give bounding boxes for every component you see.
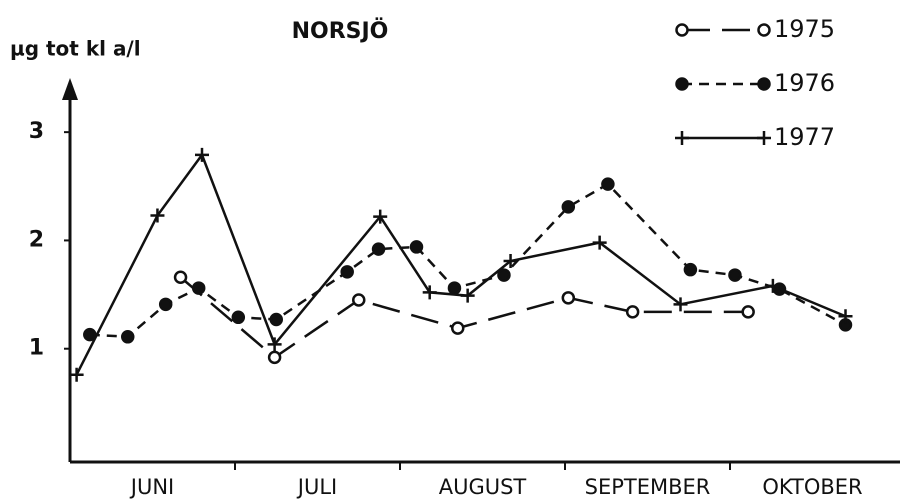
marker <box>838 309 853 324</box>
marker <box>592 235 607 250</box>
marker <box>340 265 354 279</box>
series-line <box>75 152 846 376</box>
marker <box>675 23 689 37</box>
marker <box>625 305 640 319</box>
legend-label: 1975 <box>774 15 835 43</box>
marker <box>173 270 188 284</box>
marker <box>447 281 462 295</box>
marker <box>673 297 688 312</box>
x-tick-label: AUGUST <box>439 475 527 499</box>
marker <box>267 337 282 352</box>
marker <box>422 285 437 300</box>
y-axis-label: µg tot kl a/l <box>10 37 141 61</box>
marker <box>83 327 97 342</box>
marker <box>683 262 698 277</box>
chart-title: NORSJÖ <box>292 18 389 44</box>
marker <box>503 254 518 269</box>
marker <box>460 288 475 303</box>
marker <box>757 23 771 37</box>
series-line <box>89 182 847 339</box>
marker <box>121 330 135 344</box>
marker <box>601 177 615 191</box>
marker <box>409 240 424 254</box>
marker <box>69 367 84 382</box>
marker <box>675 131 689 145</box>
marker <box>158 297 173 312</box>
y-tick-label: 1 <box>29 336 44 361</box>
marker <box>757 77 771 91</box>
marker <box>373 209 388 224</box>
x-tick-label: JUNI <box>129 475 174 499</box>
marker <box>765 278 780 293</box>
marker <box>231 310 246 325</box>
y-tick-label: 2 <box>29 227 44 252</box>
y-tick-label: 3 <box>29 119 44 144</box>
marker <box>352 293 366 307</box>
legend-label: 1976 <box>774 69 835 97</box>
marker <box>269 312 283 327</box>
marker <box>191 281 206 295</box>
marker <box>195 147 209 162</box>
marker <box>757 131 771 145</box>
marker <box>451 321 465 335</box>
legend-label: 1977 <box>774 123 835 151</box>
x-tick-label: SEPTEMBER <box>585 475 711 499</box>
x-tick-label: OKTOBER <box>762 475 862 499</box>
x-tick-label: JULI <box>296 475 337 499</box>
marker <box>561 200 576 214</box>
marker <box>561 291 576 305</box>
marker <box>497 268 511 282</box>
marker <box>150 208 165 223</box>
marker <box>267 350 282 365</box>
marker <box>741 305 755 319</box>
marker <box>371 242 386 256</box>
y-axis-arrow <box>62 78 78 100</box>
series-line <box>179 276 749 359</box>
marker <box>675 77 689 91</box>
marker <box>728 268 742 282</box>
